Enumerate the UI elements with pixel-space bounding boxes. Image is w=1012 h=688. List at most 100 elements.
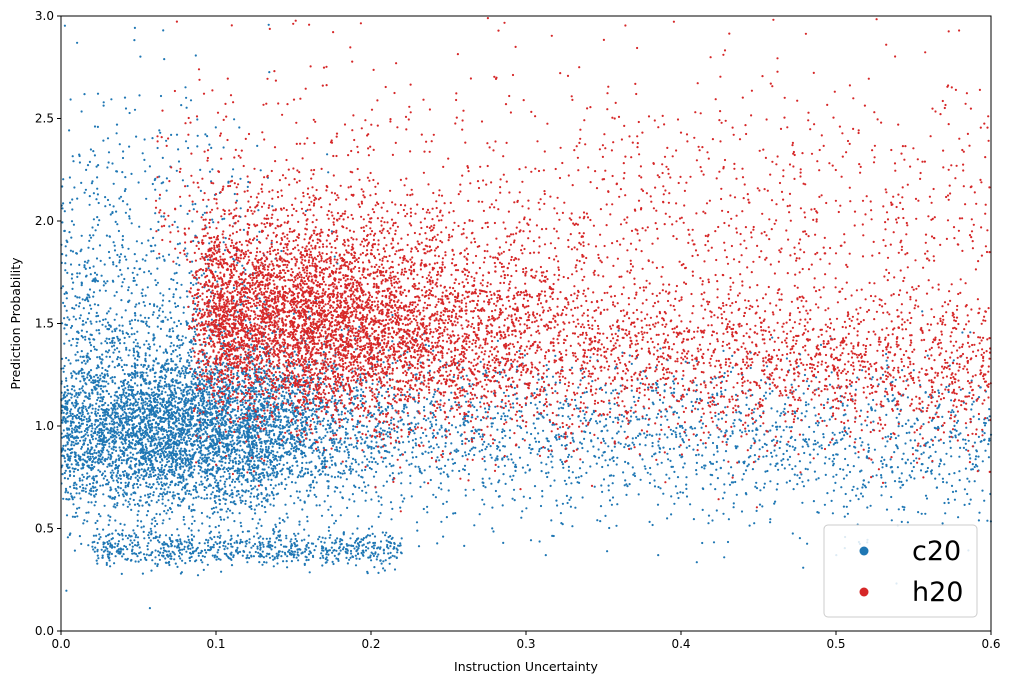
data-point-c20	[233, 486, 236, 489]
data-point-c20	[197, 554, 200, 557]
data-point-c20	[734, 480, 737, 484]
data-point-c20	[504, 405, 507, 408]
data-point-c20	[290, 552, 293, 555]
data-point-c20	[318, 451, 321, 454]
data-point-c20	[629, 419, 632, 422]
data-point-c20	[140, 474, 143, 477]
data-point-c20	[241, 530, 244, 534]
data-point-c20	[231, 480, 234, 483]
data-point-c20	[73, 486, 76, 490]
data-point-c20	[463, 424, 466, 427]
data-point-c20	[679, 491, 682, 494]
data-point-c20	[347, 456, 350, 459]
data-point-c20	[218, 495, 221, 498]
data-point-c20	[220, 374, 223, 377]
data-point-c20	[785, 449, 789, 452]
data-point-c20	[725, 414, 728, 417]
data-point-c20	[900, 472, 903, 475]
data-point-c20	[822, 404, 826, 407]
data-point-c20	[463, 464, 467, 467]
data-point-c20	[230, 430, 233, 434]
data-point-c20	[334, 486, 337, 489]
data-point-c20	[214, 126, 217, 129]
data-point-c20	[174, 363, 177, 366]
data-point-c20	[255, 447, 259, 450]
data-point-c20	[369, 411, 372, 414]
data-point-c20	[782, 410, 785, 413]
data-point-c20	[898, 413, 901, 416]
data-point-c20	[922, 451, 925, 454]
data-point-c20	[129, 208, 132, 211]
data-point-c20	[619, 442, 622, 445]
data-point-c20	[309, 446, 312, 449]
data-point-c20	[116, 337, 119, 340]
data-point-c20	[188, 489, 191, 493]
data-point-c20	[176, 402, 180, 405]
data-point-c20	[330, 475, 333, 478]
data-point-c20	[619, 425, 623, 428]
data-point-c20	[840, 486, 843, 489]
data-point-c20	[503, 464, 506, 467]
data-point-c20	[233, 400, 236, 403]
data-point-c20	[528, 497, 532, 500]
data-point-c20	[375, 491, 378, 494]
data-point-c20	[393, 446, 396, 449]
data-point-c20	[137, 468, 140, 471]
data-point-c20	[138, 546, 141, 549]
data-point-c20	[180, 488, 184, 491]
data-point-c20	[326, 431, 329, 434]
data-point-c20	[78, 427, 81, 430]
data-point-c20	[120, 365, 123, 368]
data-point-c20	[420, 441, 423, 444]
data-point-c20	[950, 484, 954, 487]
data-point-c20	[259, 535, 262, 538]
data-point-c20	[104, 475, 107, 478]
data-point-c20	[172, 293, 175, 296]
data-point-c20	[291, 423, 295, 426]
data-point-c20	[496, 428, 499, 431]
data-point-c20	[281, 518, 284, 522]
data-point-c20	[323, 541, 326, 544]
data-point-c20	[745, 396, 748, 399]
data-point-c20	[144, 170, 147, 173]
data-point-c20	[111, 211, 114, 214]
data-point-c20	[169, 389, 172, 392]
data-point-c20	[196, 134, 199, 137]
data-point-c20	[98, 414, 101, 417]
data-point-c20	[93, 154, 96, 157]
data-point-c20	[214, 481, 217, 484]
data-point-c20	[96, 554, 99, 557]
data-point-c20	[590, 439, 593, 442]
data-point-c20	[320, 462, 324, 465]
data-point-c20	[250, 492, 253, 495]
data-point-c20	[140, 402, 143, 405]
data-point-c20	[115, 123, 119, 126]
data-point-c20	[69, 362, 72, 365]
data-point-c20	[307, 541, 310, 545]
data-point-c20	[378, 431, 381, 434]
data-point-c20	[64, 399, 67, 403]
data-point-c20	[173, 302, 177, 305]
data-point-c20	[108, 519, 111, 522]
data-point-c20	[699, 397, 702, 400]
data-point-c20	[780, 459, 783, 462]
data-point-c20	[449, 409, 452, 412]
data-point-c20	[620, 413, 623, 417]
data-point-c20	[833, 433, 836, 436]
data-point-c20	[823, 419, 826, 422]
data-point-c20	[113, 394, 116, 397]
data-point-c20	[150, 401, 153, 404]
data-point-c20	[240, 525, 243, 528]
data-point-c20	[316, 446, 320, 449]
data-point-c20	[182, 365, 185, 368]
data-point-c20	[134, 366, 137, 369]
data-point-c20	[714, 414, 717, 418]
data-point-c20	[301, 508, 304, 511]
data-point-c20	[253, 508, 256, 511]
data-point-c20	[195, 481, 198, 484]
data-point-c20	[184, 140, 188, 143]
data-point-c20	[762, 455, 765, 458]
data-point-c20	[147, 331, 150, 335]
data-point-c20	[231, 401, 234, 404]
data-point-c20	[128, 349, 131, 352]
